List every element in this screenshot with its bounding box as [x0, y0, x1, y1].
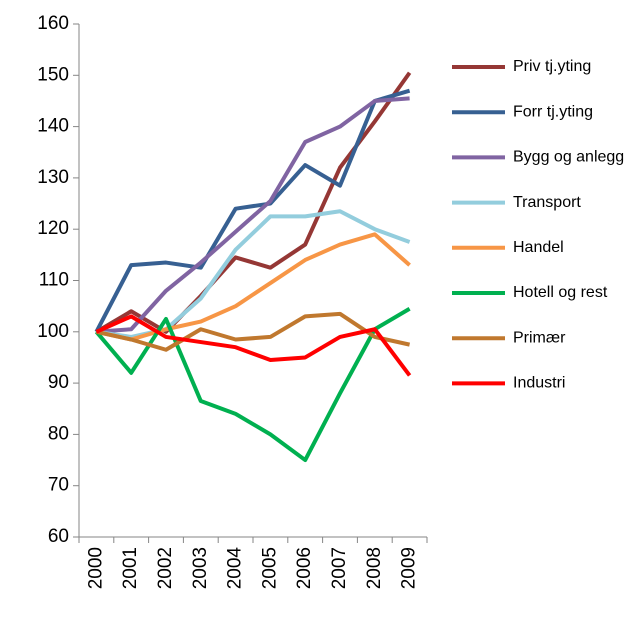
legend-label: Priv tj.yting [513, 58, 591, 75]
x-tick-label: 2007 [329, 547, 350, 589]
x-tick-label: 2000 [85, 547, 106, 589]
series-line [94, 88, 411, 333]
x-tick-label: 2003 [190, 547, 211, 589]
y-tick-label: 110 [39, 270, 69, 291]
y-tick-label: 80 [48, 423, 69, 444]
x-tick-label: 2008 [364, 547, 385, 589]
x-tick-label: 2001 [120, 547, 141, 589]
series-line [95, 232, 411, 342]
legend-label: Hotell og rest [513, 284, 608, 301]
legend-label: Handel [513, 239, 564, 256]
legend-label: Industri [513, 375, 565, 392]
x-tick-label: 2006 [294, 547, 315, 589]
y-tick-label: 140 [37, 116, 69, 137]
y-tick-label: 160 [37, 13, 69, 34]
legend-label: Primær [513, 329, 566, 346]
y-tick-label: 90 [48, 372, 69, 393]
x-tick-label: 2002 [155, 547, 176, 589]
x-tick-label: 2009 [399, 547, 420, 589]
legend-label: Transport [513, 194, 581, 211]
legend-label: Forr tj.yting [513, 103, 593, 120]
y-tick-label: 100 [37, 321, 69, 342]
series-line [96, 96, 410, 334]
x-tick-label: 2005 [259, 547, 280, 589]
series-line [95, 311, 411, 352]
y-tick-label: 120 [37, 218, 69, 239]
y-tick-label: 60 [48, 526, 69, 547]
y-tick-label: 150 [37, 64, 69, 85]
series-line [95, 314, 412, 377]
y-tick-label: 70 [48, 475, 69, 496]
x-tick-label: 2004 [225, 547, 246, 590]
y-tick-label: 130 [37, 167, 69, 188]
legend-label: Bygg og anlegg [513, 149, 624, 166]
